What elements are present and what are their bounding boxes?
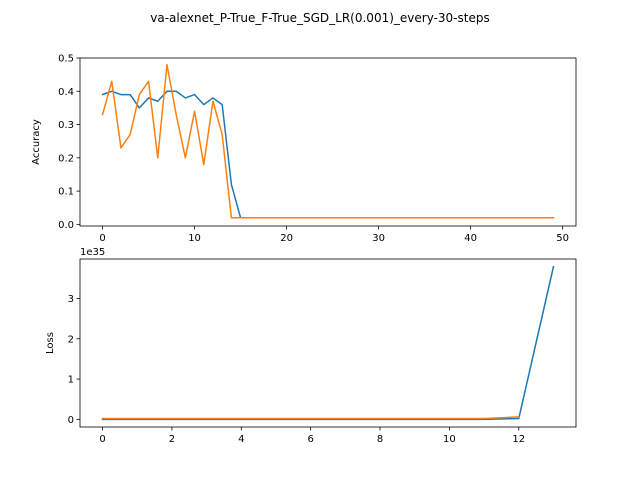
loss-xtick-label: 10 [443, 434, 456, 445]
accuracy-xtick-label: 30 [372, 233, 385, 244]
loss-xtick-label: 8 [377, 434, 383, 445]
accuracy-series [101, 63, 555, 219]
accuracy-series-line-2 [101, 63, 555, 219]
loss-xtick-label: 0 [99, 434, 105, 445]
loss-ytick-label: 0 [68, 415, 74, 426]
loss-offset-label: 1e35 [80, 247, 105, 258]
accuracy-ytick-label: 0.5 [58, 54, 74, 65]
accuracy-ylabel: Accuracy [31, 119, 42, 165]
accuracy-ytick-label: 0.2 [58, 153, 74, 164]
loss-ytick-label: 2 [68, 334, 74, 345]
accuracy-ytick-label: 0.4 [58, 87, 74, 98]
accuracy-ytick-label: 0.3 [58, 120, 74, 131]
loss-series-line-2 [101, 416, 520, 420]
loss-axes-frame [79, 258, 577, 428]
accuracy-xtick-label: 40 [464, 233, 477, 244]
accuracy-axes-frame [79, 57, 577, 227]
accuracy-xtick-label: 50 [556, 233, 569, 244]
loss-xtick-label: 2 [169, 434, 175, 445]
loss-series-line-1 [101, 265, 555, 421]
accuracy-axis-ticks: 0 10 20 30 40 50 0.0 0.1 0.2 0.3 0.4 0.5 [58, 54, 569, 245]
accuracy-xtick-label: 0 [99, 233, 105, 244]
accuracy-ytick-label: 0.0 [58, 220, 74, 231]
loss-ytick-label: 1 [68, 375, 74, 386]
accuracy-plot-area [80, 58, 576, 226]
loss-series [101, 265, 555, 421]
loss-xtick-label: 6 [307, 434, 313, 445]
accuracy-subplot: 0 10 20 30 40 50 0.0 0.1 0.2 0.3 0.4 0.5 Accuracy [31, 54, 577, 245]
loss-plot-area [80, 259, 576, 427]
loss-xtick-label: 12 [512, 434, 525, 445]
accuracy-xtick-label: 20 [280, 233, 293, 244]
accuracy-ytick-label: 0.1 [58, 187, 74, 198]
loss-ytick-label: 3 [68, 294, 74, 305]
accuracy-xtick-label: 10 [188, 233, 201, 244]
loss-xtick-label: 4 [238, 434, 244, 445]
figure-title: va-alexnet_P-True_F-True_SGD_LR(0.001)_e… [150, 11, 489, 25]
loss-ylabel: Loss [45, 332, 56, 354]
